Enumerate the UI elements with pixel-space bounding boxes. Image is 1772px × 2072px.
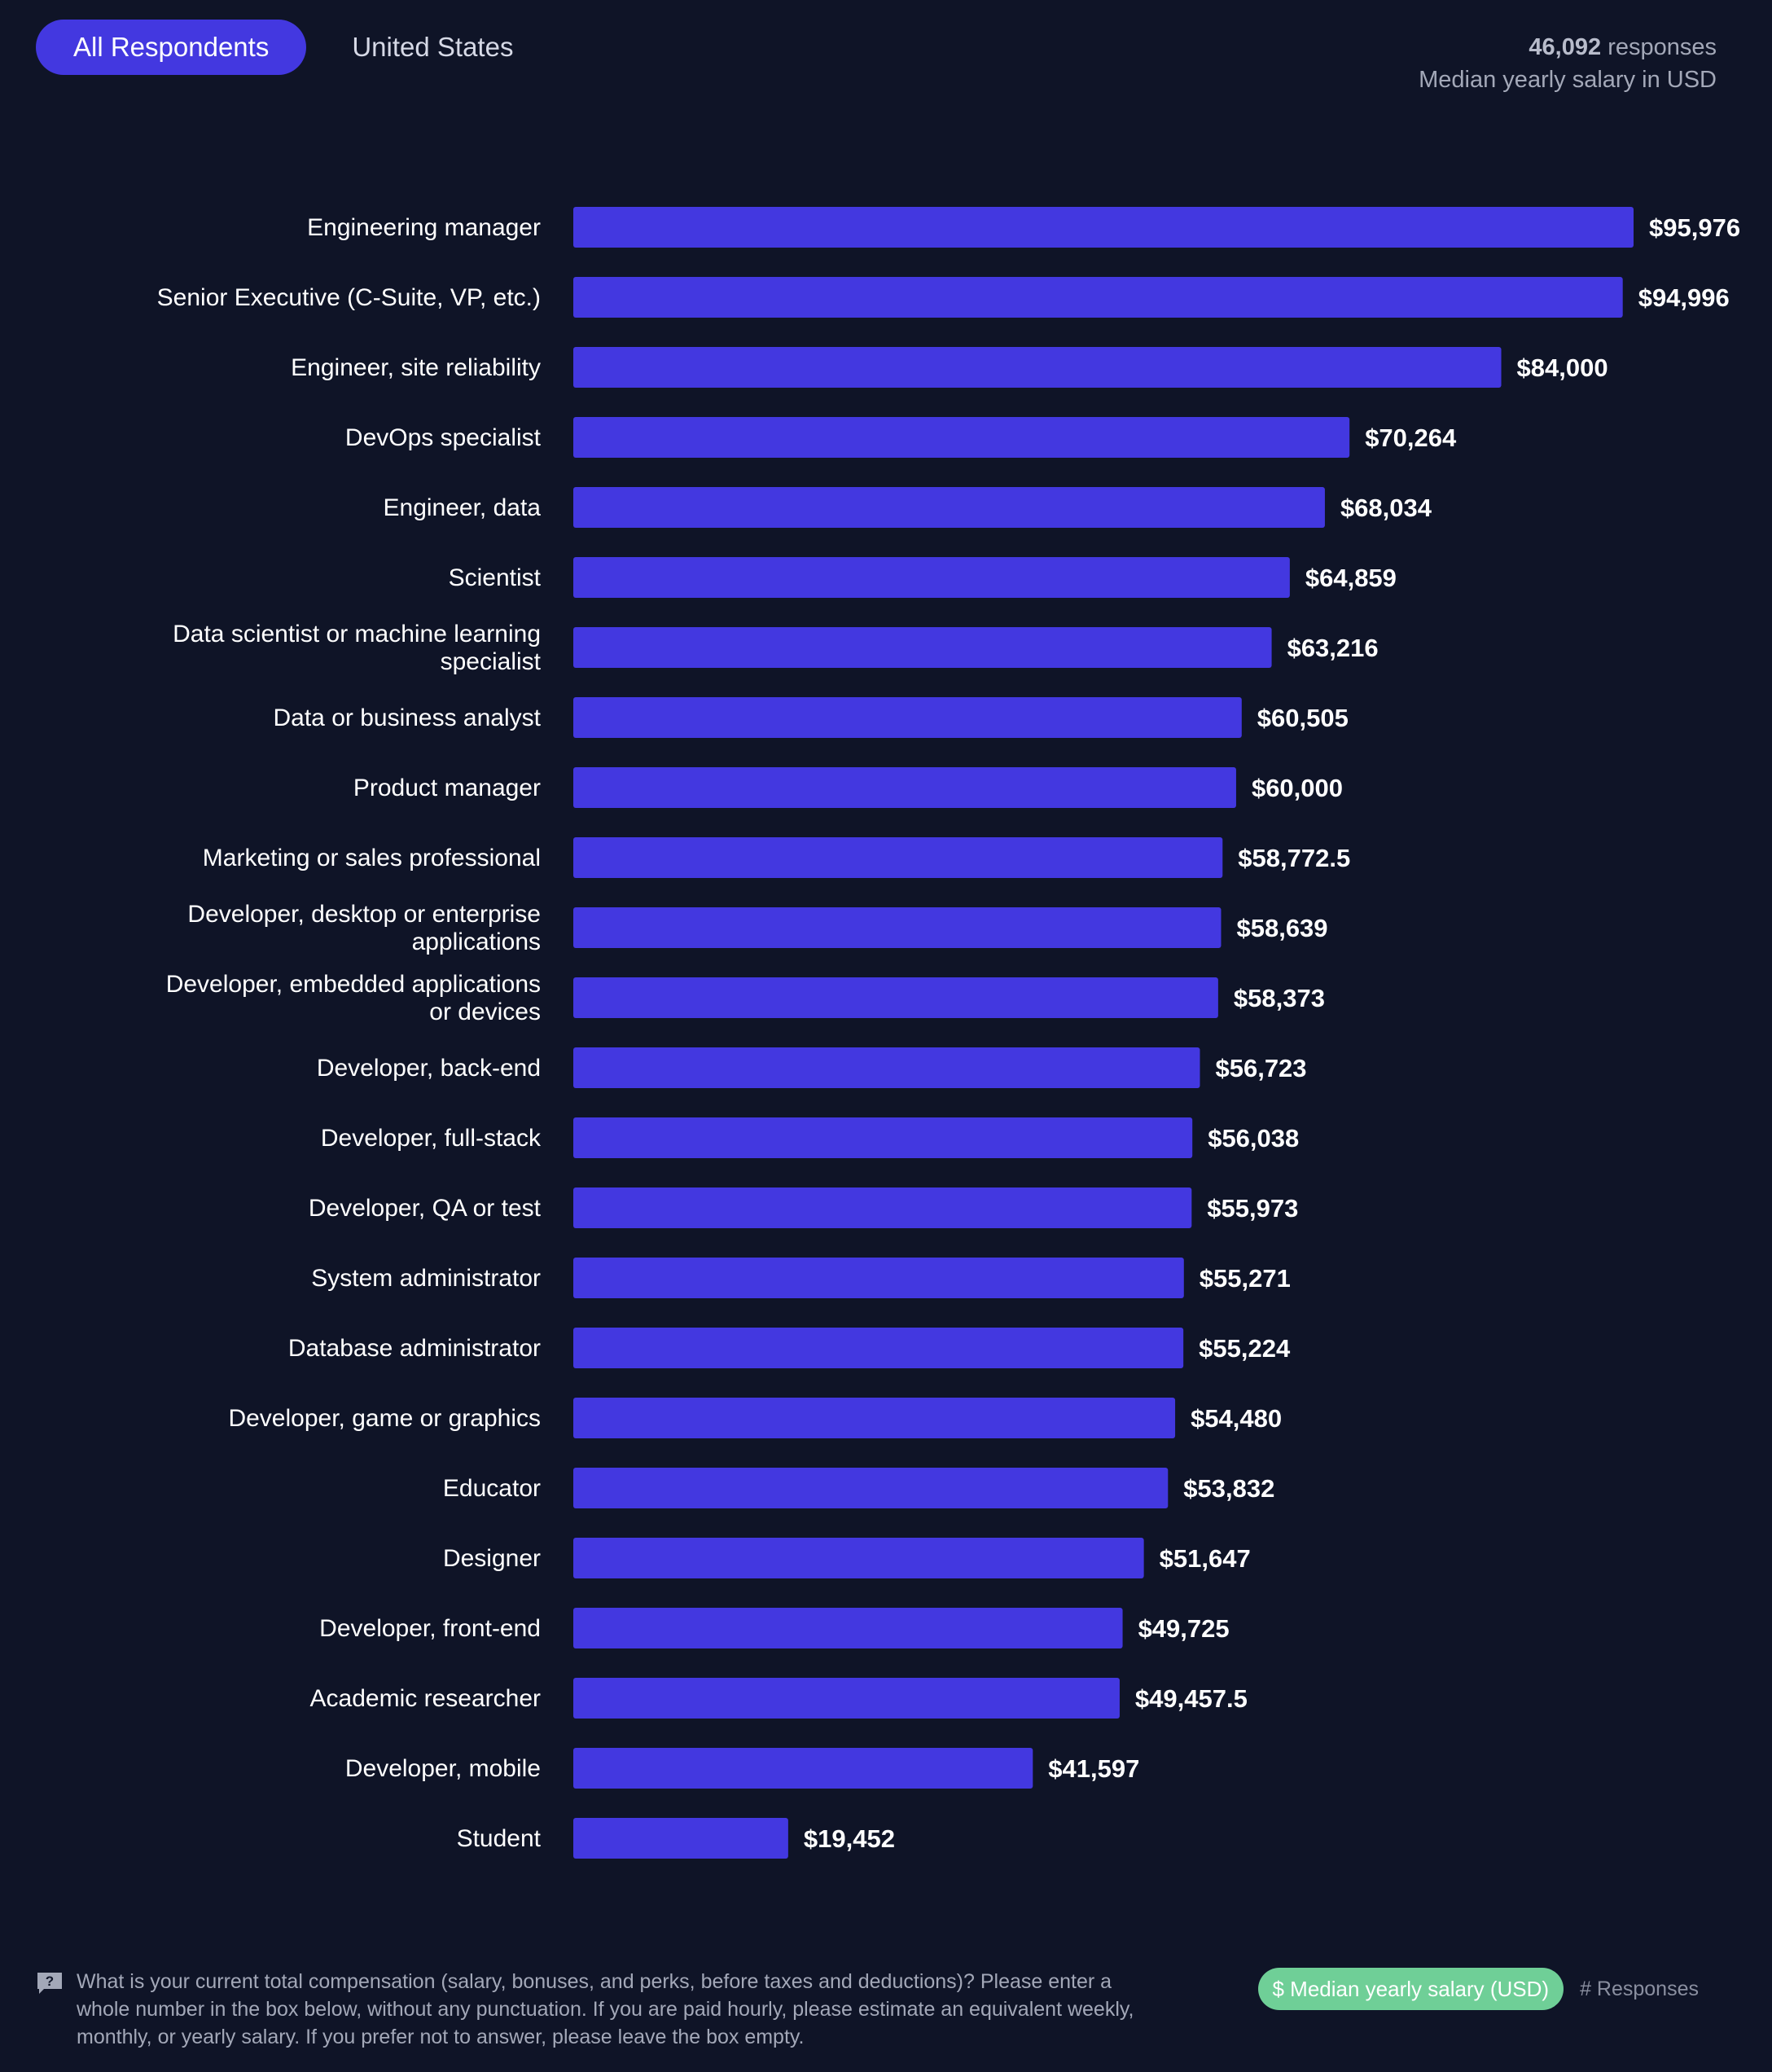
value-label-engineer-site-reliability: $84,000 xyxy=(1517,353,1608,382)
category-label-academic-researcher: Academic researcher xyxy=(310,1685,541,1712)
value-label-senior-executive-c-suite-vp-etc: $94,996 xyxy=(1638,283,1730,312)
bar-designer[interactable] xyxy=(573,1538,1144,1578)
category-label-designer: Designer xyxy=(443,1545,541,1572)
category-label-marketing-or-sales-professional: Marketing or sales professional xyxy=(203,845,541,871)
value-label-student: $19,452 xyxy=(804,1824,895,1853)
legend-median-salary-toggle[interactable]: $ Median yearly salary (USD) xyxy=(1257,1968,1564,2010)
value-label-designer: $51,647 xyxy=(1160,1544,1251,1573)
bar-developer-qa-or-test[interactable] xyxy=(573,1187,1192,1228)
category-label-developer-desktop-or-enterprise-applications: Developer, desktop or enterprise applicat… xyxy=(187,901,541,955)
legend-responses-toggle[interactable]: # Responses xyxy=(1580,1977,1699,2000)
category-label-database-administrator: Database administrator xyxy=(288,1335,541,1362)
value-label-developer-qa-or-test: $55,973 xyxy=(1207,1194,1298,1223)
value-label-developer-desktop-or-enterprise-applications: $58,639 xyxy=(1236,914,1327,942)
category-label-educator: Educator xyxy=(443,1475,541,1502)
value-label-engineer-data: $68,034 xyxy=(1340,494,1432,522)
category-label-devops-specialist: DevOps specialist xyxy=(345,424,542,451)
bar-educator[interactable] xyxy=(573,1468,1169,1508)
category-label-student: Student xyxy=(457,1825,542,1852)
svg-text:?: ? xyxy=(46,1973,54,1989)
category-label-developer-mobile: Developer, mobile xyxy=(345,1755,541,1782)
value-label-data-scientist-or-machine-learning-specialist: $63,216 xyxy=(1287,634,1379,662)
value-label-marketing-or-sales-professional: $58,772.5 xyxy=(1238,844,1350,872)
bar-developer-full-stack[interactable] xyxy=(573,1117,1193,1158)
tab-united-states[interactable]: United States xyxy=(352,32,514,62)
value-label-developer-mobile: $41,597 xyxy=(1048,1754,1139,1783)
bar-database-administrator[interactable] xyxy=(573,1328,1184,1368)
category-label-product-manager: Product manager xyxy=(353,775,541,801)
category-label-scientist: Scientist xyxy=(449,564,542,591)
value-label-devops-specialist: $70,264 xyxy=(1365,424,1457,452)
value-label-system-administrator: $55,271 xyxy=(1200,1264,1291,1293)
value-label-scientist: $64,859 xyxy=(1305,564,1397,592)
value-label-product-manager: $60,000 xyxy=(1252,774,1343,802)
category-label-engineer-site-reliability: Engineer, site reliability xyxy=(291,354,541,381)
category-label-engineering-manager: Engineering manager xyxy=(307,214,541,241)
bar-developer-back-end[interactable] xyxy=(573,1047,1200,1088)
chart-footer: ? What is your current total compensatio… xyxy=(36,1968,1738,2057)
bar-data-or-business-analyst[interactable] xyxy=(573,697,1242,738)
bar-academic-researcher[interactable] xyxy=(573,1678,1120,1719)
value-label-engineering-manager: $95,976 xyxy=(1649,213,1740,242)
category-label-developer-front-end: Developer, front-end xyxy=(319,1615,541,1642)
value-label-developer-full-stack: $56,038 xyxy=(1208,1124,1299,1152)
bar-developer-embedded-applications-or-devices[interactable] xyxy=(573,977,1218,1018)
salary-bar-chart: Engineering manager $95,976 Senior Executi… xyxy=(157,207,1740,1859)
chart-meta: 46,092 responses Median yearly salary in… xyxy=(1419,31,1717,96)
value-label-educator: $53,832 xyxy=(1183,1474,1274,1503)
category-label-senior-executive-c-suite-vp-etc: Senior Executive (C-Suite, VP, etc.) xyxy=(157,284,541,311)
bar-student[interactable] xyxy=(573,1818,788,1859)
bar-senior-executive-c-suite-vp-etc[interactable] xyxy=(573,277,1623,318)
bar-system-administrator[interactable] xyxy=(573,1258,1184,1298)
responses-word: responses xyxy=(1608,34,1717,60)
value-label-developer-back-end: $56,723 xyxy=(1215,1054,1306,1082)
survey-question-text: What is your current total compensation … xyxy=(77,1970,1134,2048)
category-label-system-administrator: System administrator xyxy=(311,1265,541,1292)
category-label-developer-full-stack: Developer, full-stack xyxy=(321,1125,542,1152)
category-label-data-or-business-analyst: Data or business analyst xyxy=(273,705,541,731)
category-label-developer-game-or-graphics: Developer, game or graphics xyxy=(228,1405,541,1432)
bar-product-manager[interactable] xyxy=(573,767,1236,808)
bar-developer-desktop-or-enterprise-applications[interactable] xyxy=(573,907,1222,948)
responses-line: 46,092 responses xyxy=(1419,31,1717,64)
value-label-developer-game-or-graphics: $54,480 xyxy=(1191,1404,1282,1433)
question-bubble-icon: ? xyxy=(37,1973,62,1994)
bar-developer-front-end[interactable] xyxy=(573,1608,1123,1648)
category-label-developer-embedded-applications-or-devices: Developer, embedded applications or devic… xyxy=(166,971,541,1025)
metric-legend: $ Median yearly salary (USD) # Responses xyxy=(1257,1968,1699,2010)
value-label-data-or-business-analyst: $60,505 xyxy=(1257,704,1349,732)
bar-marketing-or-sales-professional[interactable] xyxy=(573,837,1223,878)
value-label-developer-embedded-applications-or-devices: $58,373 xyxy=(1234,984,1325,1012)
bar-engineer-data[interactable] xyxy=(573,487,1325,528)
chart-subtitle: Median yearly salary in USD xyxy=(1419,67,1717,93)
bar-engineering-manager[interactable] xyxy=(573,207,1634,248)
value-label-developer-front-end: $49,725 xyxy=(1138,1614,1230,1643)
bar-devops-specialist[interactable] xyxy=(573,417,1350,458)
filter-tabs: All Respondents United States xyxy=(36,20,550,75)
bar-engineer-site-reliability[interactable] xyxy=(573,347,1502,388)
responses-count: 46,092 xyxy=(1529,34,1602,60)
category-label-engineer-data: Engineer, data xyxy=(384,494,542,521)
value-label-database-administrator: $55,224 xyxy=(1199,1334,1291,1363)
bar-developer-game-or-graphics[interactable] xyxy=(573,1398,1176,1438)
bar-developer-mobile[interactable] xyxy=(573,1748,1033,1789)
category-label-data-scientist-or-machine-learning-specialist: Data scientist or machine learning specia… xyxy=(173,621,542,675)
category-label-developer-qa-or-test: Developer, QA or test xyxy=(309,1195,542,1222)
bar-scientist[interactable] xyxy=(573,557,1290,598)
tab-all-respondents[interactable]: All Respondents xyxy=(36,20,307,75)
bar-data-scientist-or-machine-learning-specialist[interactable] xyxy=(573,627,1272,668)
value-label-academic-researcher: $49,457.5 xyxy=(1135,1684,1248,1713)
category-label-developer-back-end: Developer, back-end xyxy=(317,1055,541,1082)
